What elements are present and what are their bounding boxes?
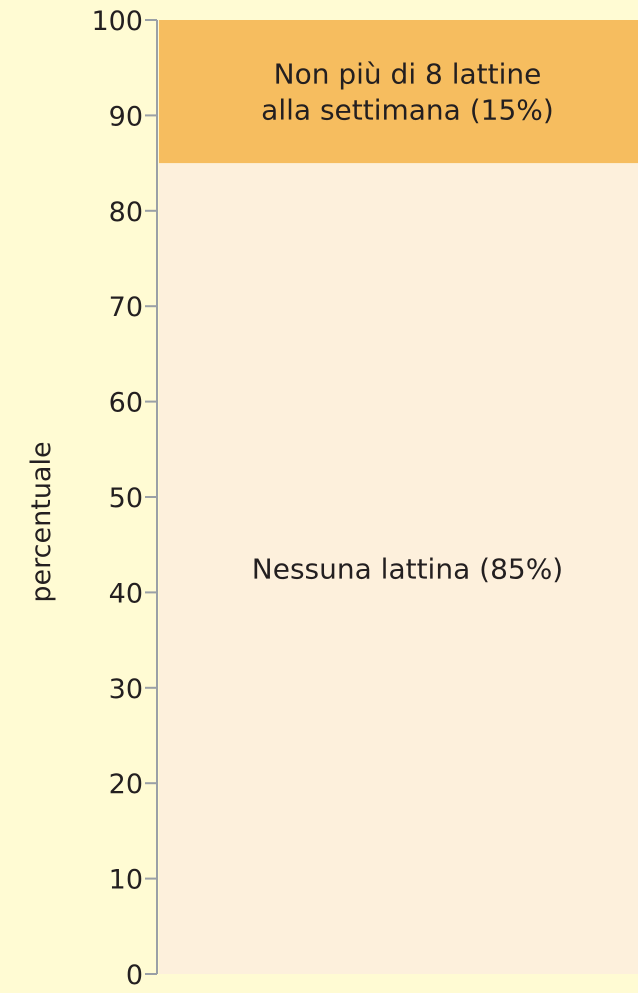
segment-label-1-line-1: alla settimana (15%) [261, 94, 554, 127]
y-tick-label-20: 20 [109, 769, 143, 800]
segment-label-0-line-0: Nessuna lattina (85%) [252, 553, 563, 586]
y-tick-label-70: 70 [109, 292, 143, 323]
bar-segment-0 [159, 163, 638, 975]
y-tick-label-40: 40 [109, 578, 143, 609]
bar-segment-1 [159, 20, 638, 164]
y-axis-title: percentuale [26, 441, 57, 602]
y-tick-label-10: 10 [109, 865, 143, 896]
y-tick-label-60: 60 [109, 388, 143, 419]
y-tick-label-90: 90 [109, 101, 143, 132]
y-tick-label-30: 30 [109, 674, 143, 705]
y-tick-label-80: 80 [109, 197, 143, 228]
segment-labels: Nessuna lattina (85%) Non più di 8 lattin… [252, 58, 563, 586]
y-tick-label-0: 0 [126, 960, 143, 991]
segment-label-1-line-0: Non più di 8 lattine [274, 58, 542, 91]
bar-segments [159, 20, 638, 975]
y-ticks: 0 10 20 30 40 50 60 70 80 90 100 [91, 6, 157, 991]
y-tick-label-100: 100 [91, 6, 143, 37]
y-tick-label-50: 50 [109, 483, 143, 514]
